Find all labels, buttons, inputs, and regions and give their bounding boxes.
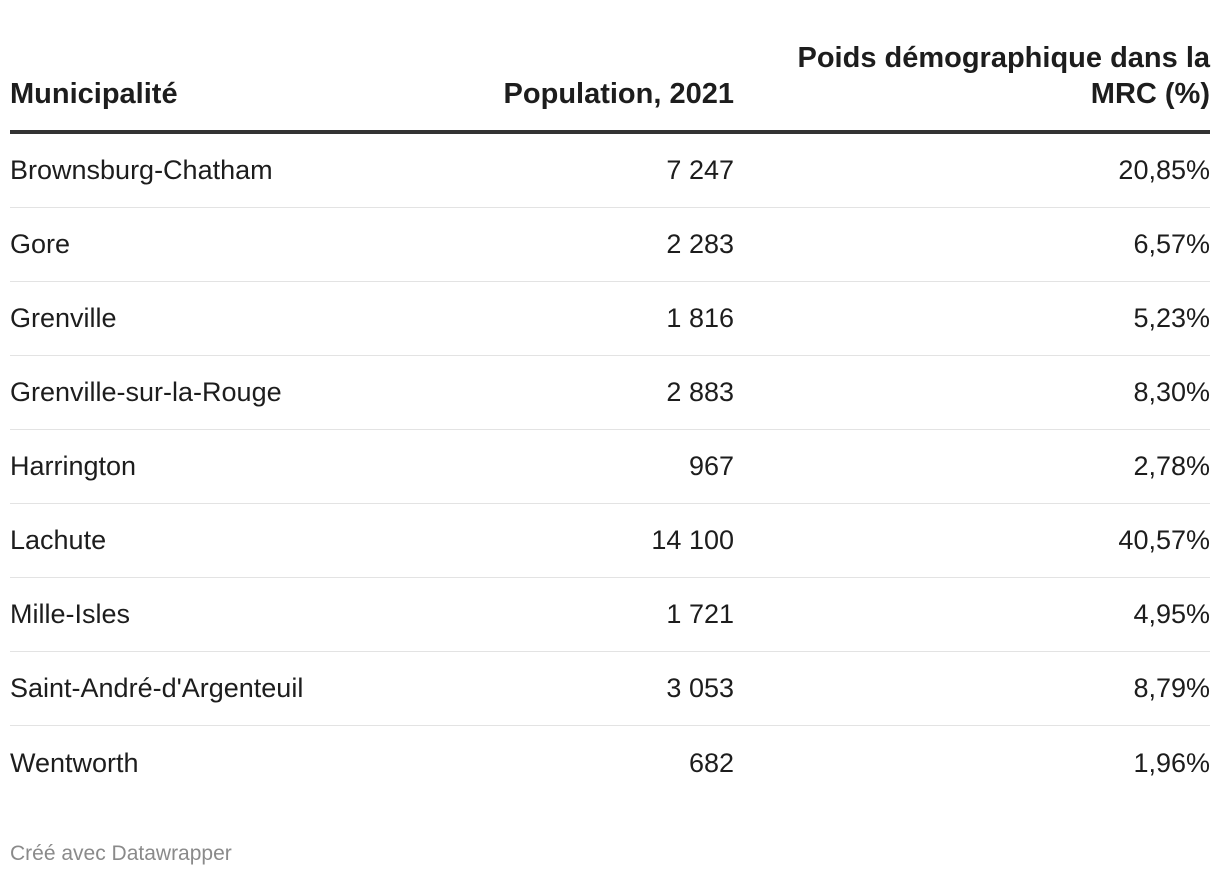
table-row: Brownsburg-Chatham 7 247 20,85%	[10, 134, 1210, 208]
cell-municipalite: Lachute	[10, 525, 107, 555]
cell-population: 682	[688, 747, 734, 778]
cell-municipalite: Wentworth	[10, 747, 139, 778]
cell-poids: 1,96%	[1133, 747, 1210, 778]
cell-population: 2 883	[666, 377, 734, 407]
table-header: Municipalité Population, 2021 Poids démo…	[10, 0, 1210, 134]
cell-municipalite: Mille-Isles	[10, 599, 131, 629]
cell-poids: 5,23%	[1133, 303, 1210, 333]
table-row: Harrington 967 2,78%	[10, 430, 1210, 504]
footer-credit: Créé avec Datawrapper	[10, 842, 232, 865]
cell-population: 3 053	[666, 673, 734, 703]
table-row: Gore 2 283 6,57%	[10, 208, 1210, 282]
cell-municipalite: Saint-André-d'Argenteuil	[10, 673, 304, 703]
cell-poids: 40,57%	[1118, 525, 1210, 555]
cell-poids: 20,85%	[1118, 155, 1210, 185]
header-municipalite[interactable]: Municipalité	[10, 78, 178, 110]
table-row: Saint-André-d'Argenteuil 3 053 8,79%	[10, 652, 1210, 726]
data-table: Municipalité Population, 2021 Poids démo…	[10, 0, 1210, 800]
cell-population: 967	[688, 451, 734, 481]
cell-poids: 6,57%	[1133, 229, 1210, 259]
cell-population: 1 721	[666, 599, 734, 629]
cell-municipalite: Harrington	[10, 451, 137, 481]
cell-population: 7 247	[666, 155, 734, 185]
table-row: Mille-Isles 1 721 4,95%	[10, 578, 1210, 652]
table-row: Grenville 1 816 5,23%	[10, 282, 1210, 356]
cell-population: 1 816	[666, 303, 734, 333]
table-row: Grenville-sur-la-Rouge 2 883 8,30%	[10, 356, 1210, 430]
table-row: Wentworth 682 1,96%	[10, 726, 1210, 800]
cell-municipalite: Grenville-sur-la-Rouge	[10, 377, 282, 407]
header-population[interactable]: Population, 2021	[503, 78, 734, 110]
cell-poids: 8,30%	[1133, 377, 1210, 407]
header-poids[interactable]: Poids démographique dans la MRC (%)	[797, 42, 1210, 110]
cell-population: 2 283	[666, 229, 734, 259]
cell-municipalite: Grenville	[10, 303, 117, 333]
cell-municipalite: Brownsburg-Chatham	[10, 155, 273, 185]
table-body: Brownsburg-Chatham 7 247 20,85% Gore 2 283 6,…	[10, 134, 1210, 800]
cell-population: 14 100	[651, 525, 734, 555]
cell-poids: 2,78%	[1133, 451, 1210, 481]
cell-municipalite: Gore	[10, 229, 71, 259]
cell-poids: 8,79%	[1133, 673, 1210, 703]
table-row: Lachute 14 100 40,57%	[10, 504, 1210, 578]
cell-poids: 4,95%	[1133, 599, 1210, 629]
